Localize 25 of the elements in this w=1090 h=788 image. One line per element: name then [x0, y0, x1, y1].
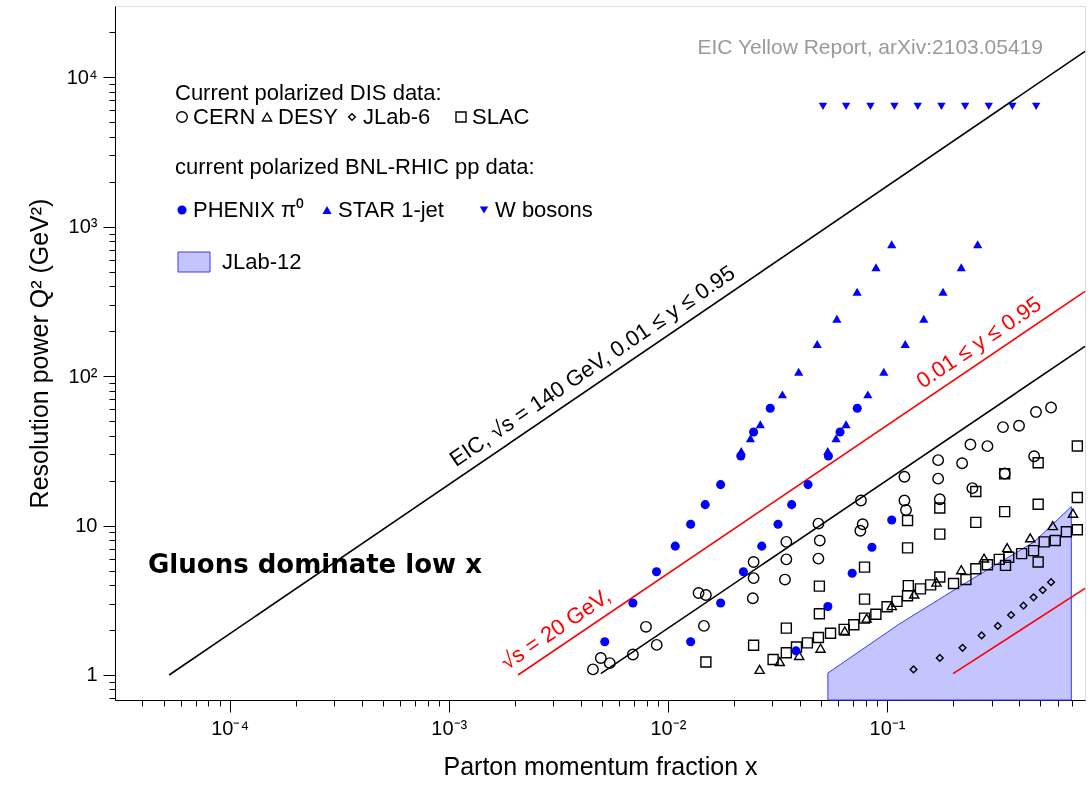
y-axis-title: Resolution power Q² (GeV²) [24, 198, 53, 509]
annotation: EIC, √s = 140 GeV, 0.01 ≤ y ≤ 0.95 [444, 259, 740, 472]
legend-label: SLAC [472, 104, 530, 129]
legend-label: CERN [193, 104, 256, 129]
legend-label: JLab-12 [222, 249, 302, 274]
annotation: current polarized BNL-RHIC pp data: [175, 154, 535, 179]
legend-label: W bosons [495, 197, 593, 222]
y-tick-label: 1 [86, 663, 98, 686]
y-tick-label: 10⁴ [66, 65, 98, 88]
legend-label: DESY [278, 104, 339, 129]
legend-label: PHENIX π⁰ [193, 197, 305, 222]
x-tick-label: 10⁻³ [431, 716, 468, 739]
legend-label: STAR 1-jet [338, 197, 444, 222]
legend-label: JLab-6 [363, 104, 431, 129]
annotation: Current polarized DIS data: [175, 80, 442, 105]
x-tick-label: 10⁻¹ [869, 716, 906, 739]
annotation: EIC Yellow Report, arXiv:2103.05419 [697, 35, 1043, 58]
annotation: 0.01 ≤ y ≤ 0.95 [911, 291, 1046, 394]
x-tick-label: 10⁻² [650, 716, 687, 739]
y-tick-label: 10³ [68, 215, 98, 238]
y-tick-label: 10 [75, 514, 98, 537]
annotation: √s = 20 GeV, [495, 582, 615, 675]
y-tick-label: 10² [68, 364, 98, 387]
x-axis-title: Parton momentum fraction x [443, 751, 759, 780]
x-tick-label: 10⁻⁴ [211, 716, 250, 739]
